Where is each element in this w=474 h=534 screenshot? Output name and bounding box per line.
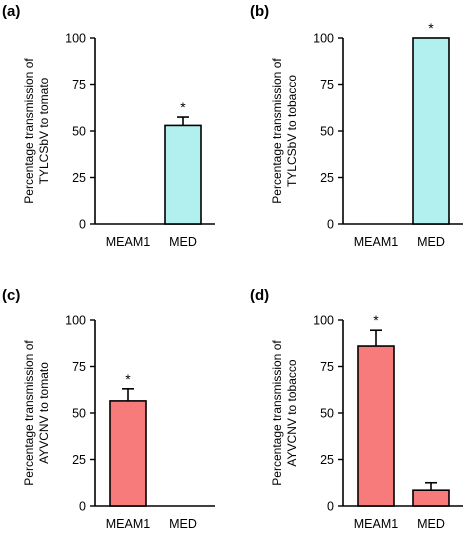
x-category-label: MED (417, 517, 445, 531)
y-axis-label: Percentage transmission of (22, 58, 36, 204)
bar (412, 37, 450, 225)
y-tick-label: 50 (320, 407, 334, 421)
bar (164, 124, 202, 225)
y-tick-label: 75 (320, 78, 334, 92)
panel-letter: (c) (2, 287, 20, 304)
y-tick-label: 0 (327, 500, 334, 514)
y-tick-label: 0 (79, 500, 86, 514)
y-axis-label: Percentage transmission of (22, 340, 36, 486)
x-category-label: MEAM1 (106, 235, 151, 249)
x-category-label: MED (169, 235, 197, 249)
y-tick-label: 0 (327, 218, 334, 232)
significance-marker: * (373, 312, 379, 328)
panel-letter: (b) (250, 3, 269, 20)
x-category-label: MEAM1 (106, 517, 151, 531)
y-tick-label: 50 (72, 407, 86, 421)
y-axis-label: AYVCNV to tomato (37, 362, 51, 464)
y-axis-label: AYVCNV to tobacco (285, 359, 299, 466)
significance-marker: * (428, 20, 434, 36)
y-tick-label: 100 (313, 32, 334, 46)
y-axis-label: TYLCSbV to tobacco (285, 75, 299, 187)
x-category-label: MED (169, 517, 197, 531)
y-tick-label: 25 (72, 171, 86, 185)
y-tick-label: 100 (65, 32, 86, 46)
y-tick-label: 25 (320, 453, 334, 467)
y-axis-label: Percentage transmission of (270, 340, 284, 486)
panel-letter: (a) (2, 3, 20, 20)
y-tick-label: 100 (313, 314, 334, 328)
x-category-label: MED (417, 235, 445, 249)
y-tick-label: 75 (72, 360, 86, 374)
y-tick-label: 25 (320, 171, 334, 185)
bar (109, 400, 147, 507)
y-axis-label: Percentage transmission of (270, 58, 284, 204)
x-category-label: MEAM1 (354, 235, 399, 249)
y-tick-label: 75 (72, 78, 86, 92)
significance-marker: * (180, 99, 186, 115)
y-tick-label: 50 (320, 125, 334, 139)
y-tick-label: 50 (72, 125, 86, 139)
y-tick-label: 25 (72, 453, 86, 467)
y-axis-label: TYLCSbV to tomato (37, 77, 51, 184)
bar (357, 345, 395, 507)
y-tick-label: 0 (79, 218, 86, 232)
bar (412, 489, 450, 507)
significance-marker: * (125, 371, 131, 387)
y-tick-label: 75 (320, 360, 334, 374)
x-category-label: MEAM1 (354, 517, 399, 531)
y-tick-label: 100 (65, 314, 86, 328)
panel-letter: (d) (250, 287, 269, 304)
